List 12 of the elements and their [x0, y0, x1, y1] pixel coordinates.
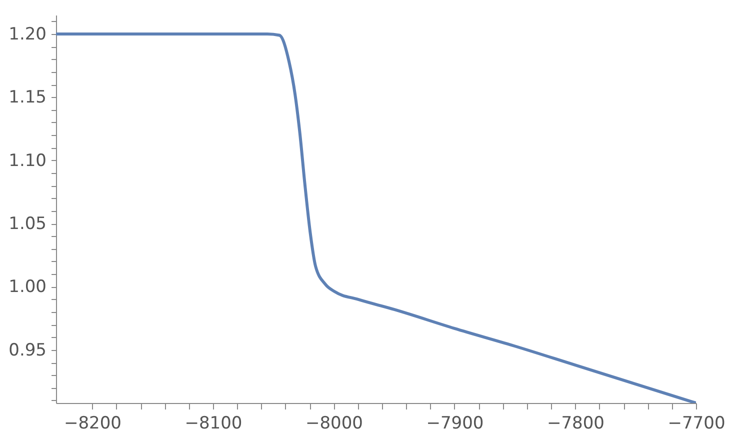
x-tick-label: −7700	[668, 414, 726, 434]
x-tick-label: −8200	[64, 414, 122, 434]
y-tick-label: 1.00	[8, 277, 46, 298]
y-tick-label: 1.15	[8, 88, 46, 108]
x-tick-label: −7800	[546, 414, 605, 434]
y-tick-label: 1.20	[8, 24, 46, 44]
x-tick-label: −8100	[184, 414, 242, 434]
x-tick-label: −8000	[305, 414, 363, 434]
y-tick-label: 1.05	[8, 214, 46, 234]
y-tick-label: 1.10	[8, 150, 46, 171]
x-tick-label: −7900	[426, 414, 484, 434]
y-tick-label: 0.95	[8, 340, 46, 360]
